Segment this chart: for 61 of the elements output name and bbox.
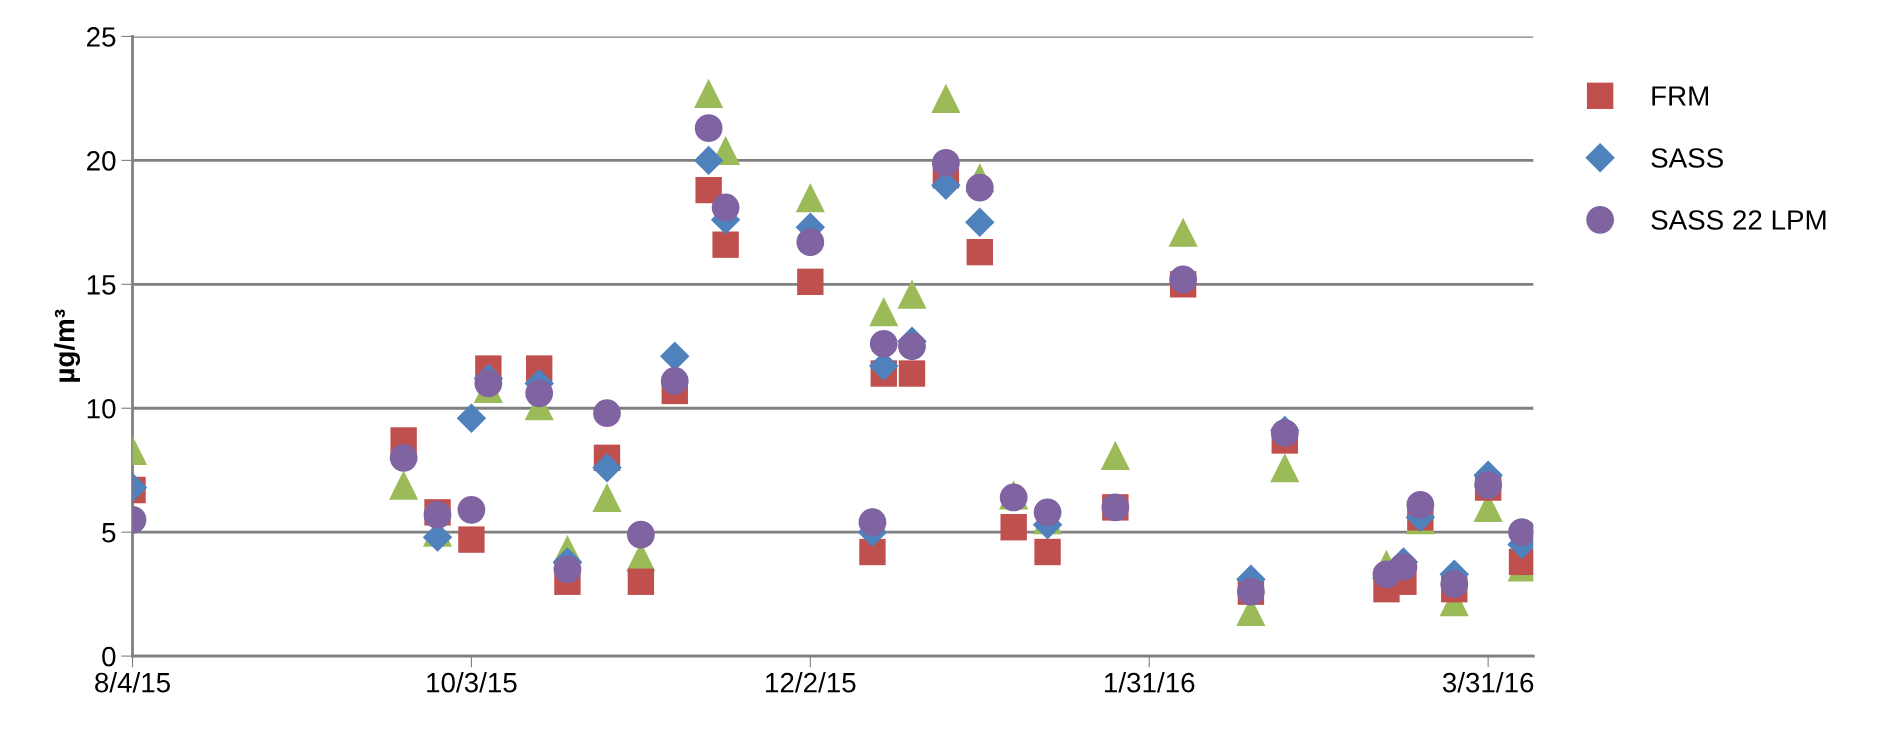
- point: [553, 555, 582, 584]
- point: [660, 341, 690, 371]
- point: [592, 452, 622, 483]
- point: [593, 399, 621, 428]
- legend-label: SASS 22 LPM: [1651, 210, 1826, 230]
- y-tick-label: 0: [102, 646, 116, 667]
- point: [795, 182, 825, 213]
- point: [859, 538, 886, 566]
- point: [965, 207, 995, 238]
- y-tick-label: 20: [87, 151, 116, 171]
- y-axis-title: µg/m³: [54, 309, 81, 382]
- point: [458, 526, 485, 553]
- point: [898, 332, 926, 361]
- point: [797, 268, 824, 296]
- point: [1100, 440, 1130, 470]
- y-tick-label: 15: [87, 275, 116, 295]
- legend-label: FRM: [1652, 86, 1708, 106]
- point: [1034, 538, 1061, 566]
- point: [1033, 498, 1062, 527]
- point: [474, 369, 503, 398]
- point: [1168, 217, 1198, 247]
- point: [457, 495, 486, 524]
- point: [869, 296, 899, 327]
- point: [694, 114, 723, 143]
- legend-label: SASS: [1651, 148, 1723, 168]
- point: [456, 403, 487, 433]
- point: [898, 360, 926, 387]
- x-tick-label: 8/4/15: [95, 672, 170, 693]
- point: [712, 231, 739, 258]
- point: [897, 279, 927, 309]
- point: [525, 379, 554, 408]
- y-tick-label: 5: [102, 523, 116, 543]
- point: [1440, 570, 1469, 599]
- point: [711, 193, 740, 222]
- point: [1000, 514, 1027, 541]
- point: [869, 329, 898, 358]
- point: [1169, 265, 1198, 294]
- point: [965, 173, 994, 202]
- x-tick-label: 1/31/16: [1105, 672, 1195, 693]
- y-tick-label: 25: [87, 27, 116, 47]
- y-tick-label: 10: [87, 398, 116, 419]
- point: [592, 482, 622, 513]
- point: [389, 470, 419, 500]
- point: [660, 367, 689, 395]
- point: [796, 228, 825, 257]
- point: [932, 148, 960, 177]
- point: [693, 145, 724, 176]
- point: [966, 238, 993, 266]
- point: [1270, 453, 1300, 483]
- x-tick-label: 12/2/15: [766, 672, 856, 693]
- x-tick-label: 10/3/15: [427, 672, 517, 693]
- point: [858, 508, 887, 537]
- point: [1270, 419, 1299, 447]
- point: [389, 443, 418, 472]
- point: [626, 520, 655, 549]
- point: [931, 83, 961, 113]
- x-tick-label: 3/31/16: [1442, 672, 1534, 693]
- point: [1406, 491, 1435, 519]
- point: [694, 78, 724, 109]
- point: [695, 176, 722, 204]
- point: [627, 568, 655, 595]
